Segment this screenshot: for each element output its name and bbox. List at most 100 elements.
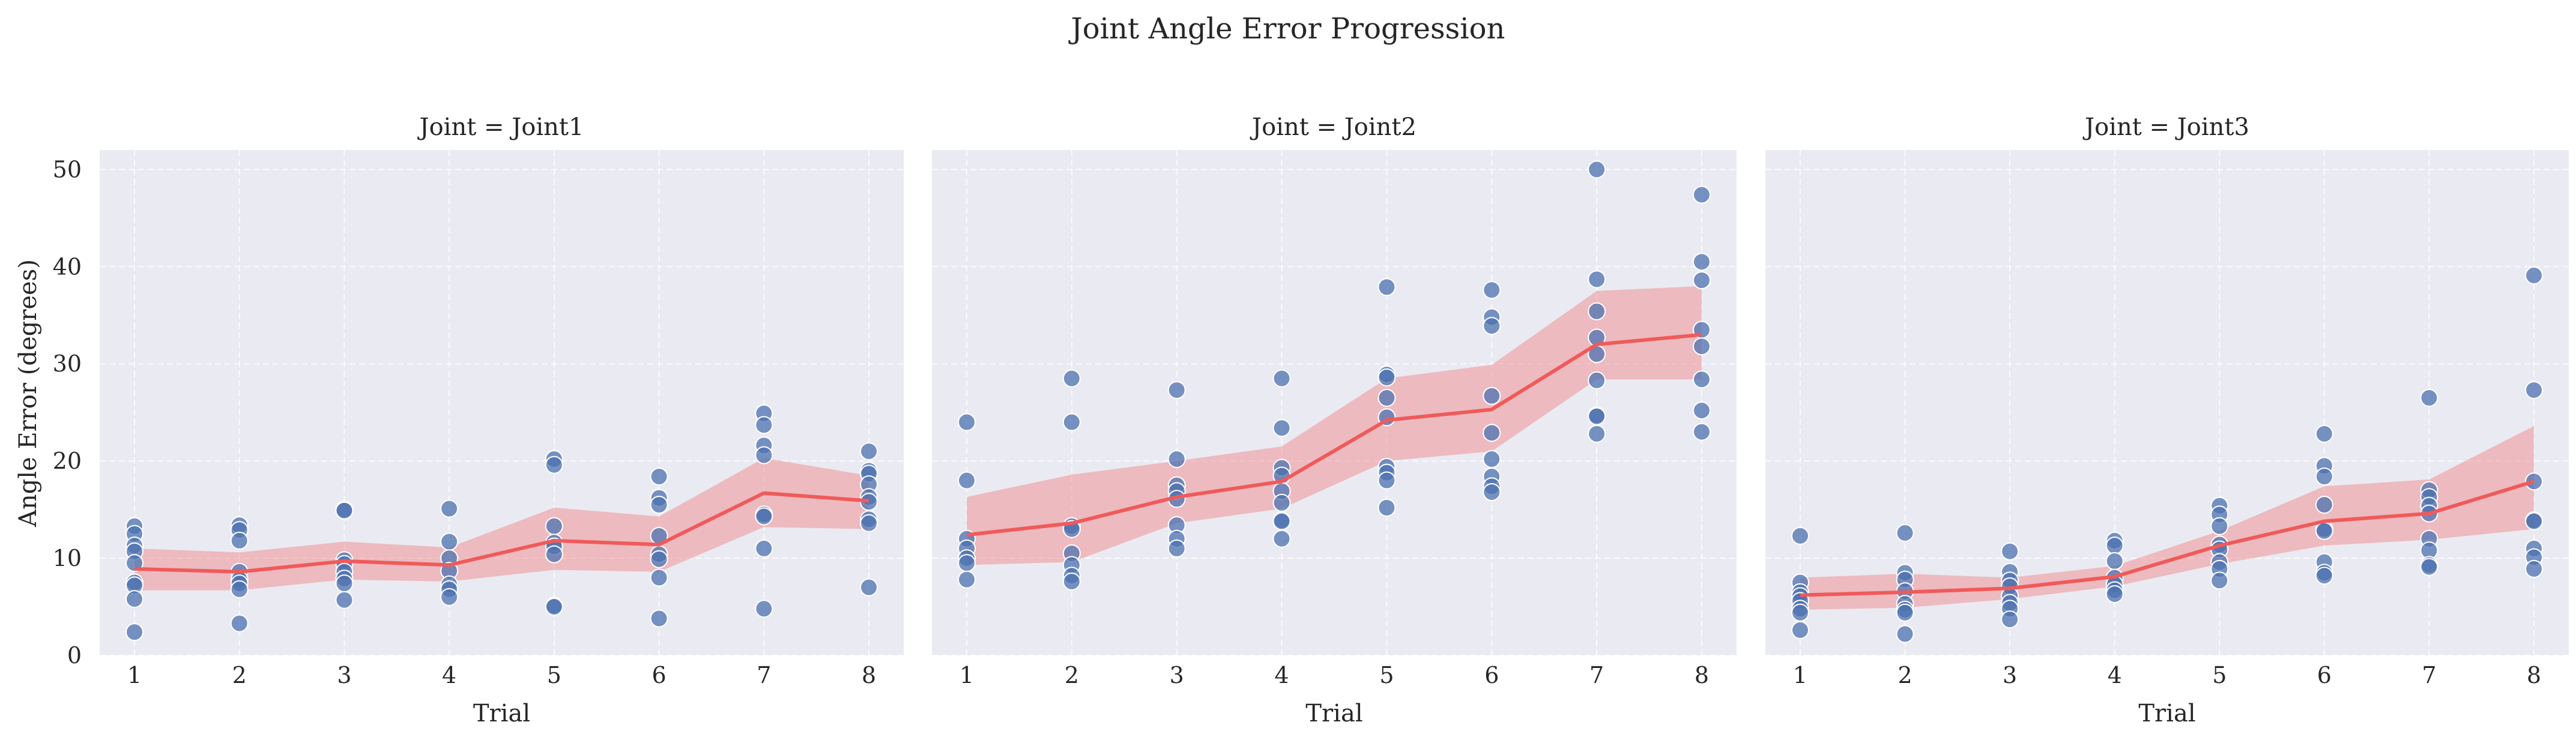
data-point	[1377, 471, 1396, 490]
data-point	[2105, 585, 2124, 603]
data-point	[958, 554, 976, 573]
data-point	[2315, 567, 2333, 585]
panel-1: Joint = Joint1 1 2 3 4 5 6 7 8 Trial 0 10 20 30 40 50	[53, 113, 904, 727]
x-tick-label: 3	[2003, 662, 2017, 688]
data-point	[1588, 424, 1606, 443]
data-point	[650, 609, 668, 628]
data-point	[1483, 387, 1501, 405]
data-point	[1588, 302, 1606, 320]
y-tick-label: 40	[53, 253, 82, 280]
y-tick-label: 10	[53, 545, 82, 571]
data-point	[1483, 424, 1501, 442]
data-point	[545, 517, 563, 535]
data-point	[1167, 381, 1186, 399]
data-point	[1693, 253, 1711, 271]
data-point	[860, 578, 878, 597]
data-point	[2315, 424, 2333, 443]
data-point	[1062, 413, 1081, 432]
x-tick-label: 4	[442, 662, 456, 688]
y-tick-label: 30	[53, 350, 82, 377]
y-tick-label: 0	[67, 642, 82, 669]
x-tick-label: 5	[547, 662, 561, 688]
data-point	[1483, 317, 1501, 335]
data-point	[2210, 517, 2229, 535]
data-point	[2420, 558, 2438, 576]
data-point	[545, 598, 563, 616]
data-point	[1377, 368, 1396, 387]
x-tick-label: 3	[1170, 662, 1184, 688]
data-point	[2315, 468, 2333, 486]
mean-line	[1800, 480, 2535, 597]
data-point	[1062, 369, 1081, 388]
x-tick-label: 2	[1897, 662, 1912, 688]
data-point	[860, 514, 878, 532]
x-tick-label: 8	[2527, 662, 2541, 688]
data-point	[1167, 539, 1186, 558]
data-point	[2525, 559, 2543, 578]
y-tick-label: 20	[53, 448, 82, 474]
data-point	[2525, 381, 2543, 399]
x-axis-label: Trial	[2138, 700, 2195, 727]
panel-title: Joint = Joint1	[417, 113, 584, 141]
panel-title: Joint = Joint3	[2082, 113, 2249, 141]
data-point	[2420, 388, 2438, 407]
y-axis-label: Angle Error (degrees)	[14, 259, 42, 528]
data-point	[2315, 496, 2333, 514]
x-tick-label: 1	[127, 662, 142, 688]
x-tick-label: 5	[1379, 662, 1394, 688]
data-point	[1167, 450, 1186, 468]
panel-background	[932, 150, 1737, 655]
confidence-band	[967, 286, 1702, 565]
x-tick-label: 7	[757, 662, 771, 688]
data-point	[1272, 369, 1291, 388]
x-tick-label: 7	[2422, 662, 2436, 688]
data-point	[1588, 160, 1606, 179]
data-point	[2105, 537, 2124, 555]
data-point	[230, 531, 249, 550]
x-tick-label: 2	[1065, 662, 1079, 688]
data-point	[2525, 266, 2543, 284]
panel-2: Joint = Joint2 1 2 3 4 5 6 7 8 Trial	[932, 113, 1737, 727]
data-point	[230, 580, 249, 598]
figure-title: Joint Angle Error Progression	[1068, 12, 1505, 46]
data-point	[1693, 370, 1711, 389]
mean-line	[966, 332, 1702, 537]
data-point	[2001, 542, 2019, 561]
x-tick-label: 1	[960, 662, 974, 688]
data-point	[335, 591, 354, 609]
x-tick-label: 5	[2212, 662, 2227, 688]
data-point	[1693, 337, 1711, 356]
data-point	[650, 568, 668, 587]
data-point	[755, 446, 773, 465]
x-tick-label: 6	[2317, 662, 2332, 688]
data-point	[1693, 185, 1711, 204]
data-point	[650, 496, 668, 514]
data-point	[1483, 450, 1501, 468]
data-point	[440, 499, 459, 518]
data-point	[1377, 388, 1396, 407]
data-point	[1791, 603, 1809, 622]
data-point	[1377, 498, 1396, 517]
data-point	[2210, 571, 2229, 590]
x-tick-label: 1	[1793, 662, 1807, 688]
data-point	[125, 590, 144, 609]
mean-line	[134, 491, 869, 574]
data-point	[755, 416, 773, 435]
x-tick-label: 4	[2108, 662, 2122, 688]
x-tick-label: 8	[862, 662, 876, 688]
data-point	[1483, 281, 1501, 299]
data-point	[125, 623, 144, 642]
data-point	[1483, 483, 1501, 501]
data-point	[2105, 552, 2124, 570]
data-point	[230, 614, 249, 633]
data-point	[650, 468, 668, 486]
data-point	[958, 413, 976, 432]
data-point	[545, 456, 563, 474]
data-point	[1693, 271, 1711, 289]
data-point	[1272, 529, 1291, 548]
data-point	[1791, 621, 1809, 639]
data-point	[1272, 512, 1291, 531]
data-point	[335, 501, 354, 520]
